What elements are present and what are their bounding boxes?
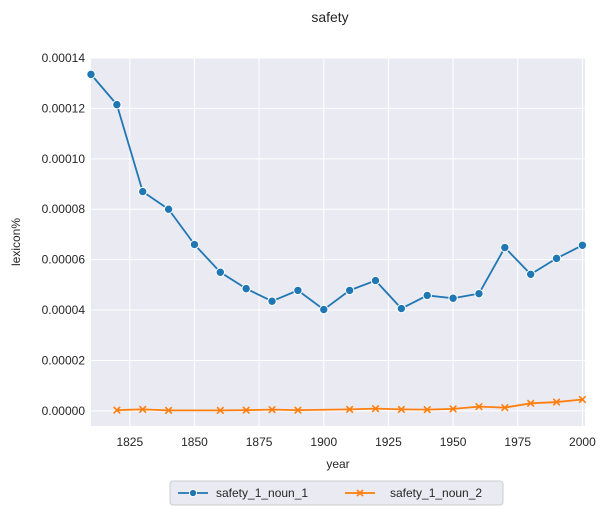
series-1-point bbox=[293, 285, 303, 296]
series-1-point bbox=[189, 239, 200, 250]
y-tick-label: 0.00000 bbox=[42, 404, 86, 418]
y-tick-label: 0.00012 bbox=[42, 101, 86, 115]
y-tick-label: 0.00004 bbox=[42, 303, 86, 317]
legend-marker-series-2 bbox=[356, 489, 364, 497]
y-axis-ticks: 0.00000 0.00002 0.00004 0.00006 0.00008 0.000… bbox=[42, 51, 86, 418]
series-2-point bbox=[578, 395, 587, 404]
series-1-point bbox=[370, 275, 381, 286]
series-2-point bbox=[527, 399, 535, 407]
series-1-point bbox=[241, 283, 251, 294]
y-tick-label: 0.00008 bbox=[42, 202, 86, 216]
legend-box bbox=[169, 480, 504, 506]
series-1-point bbox=[267, 296, 277, 306]
y-tick-label: 0.00002 bbox=[42, 353, 86, 367]
y-tick-label: 0.00006 bbox=[42, 253, 86, 267]
series-2-point bbox=[449, 405, 457, 413]
series-1-point bbox=[448, 293, 458, 303]
series-1-point bbox=[86, 69, 96, 80]
series-1-point bbox=[319, 304, 329, 315]
series-1-point bbox=[112, 99, 122, 110]
x-tick-label: 1875 bbox=[246, 435, 273, 449]
series-2-point bbox=[423, 406, 431, 414]
series-layer bbox=[86, 69, 588, 414]
series-1-line bbox=[90, 73, 584, 311]
series-1-point bbox=[344, 285, 355, 296]
series-2 bbox=[113, 395, 587, 414]
series-1 bbox=[86, 69, 588, 315]
x-tick-label: 1925 bbox=[375, 435, 402, 449]
series-2-point bbox=[475, 402, 483, 411]
series-2-point bbox=[216, 406, 224, 414]
y-tick-label: 0.00010 bbox=[42, 152, 86, 166]
x-axis-label: year bbox=[326, 457, 349, 471]
x-tick-label: 1950 bbox=[440, 435, 467, 449]
x-tick-label: 1900 bbox=[310, 435, 337, 449]
series-2-point bbox=[139, 405, 147, 413]
series-1-point bbox=[163, 204, 174, 214]
series-1-point bbox=[396, 303, 407, 314]
series-2-point bbox=[346, 405, 354, 413]
series-2-point bbox=[242, 406, 250, 414]
series-1-point bbox=[422, 290, 432, 301]
series-2-point bbox=[268, 406, 276, 414]
series-1-point bbox=[215, 267, 226, 277]
series-2-point bbox=[294, 406, 302, 414]
legend-marker-series-1 bbox=[188, 488, 198, 498]
x-tick-label: 2000 bbox=[569, 435, 596, 449]
series-1-point bbox=[577, 240, 588, 250]
series-1-point bbox=[525, 269, 536, 279]
legend-label-series-2: safety_1_noun_2 bbox=[390, 486, 482, 500]
legend-label-series-1: safety_1_noun_1 bbox=[216, 486, 308, 500]
legend: safety_1_noun_1 safety_1_noun_2 bbox=[169, 480, 504, 506]
x-tick-label: 1850 bbox=[181, 435, 208, 449]
y-tick-label: 0.00014 bbox=[42, 51, 86, 65]
grid bbox=[91, 57, 585, 426]
y-axis-label: lexicon% bbox=[9, 218, 23, 266]
series-2-point bbox=[397, 405, 405, 413]
series-2-point bbox=[501, 403, 509, 412]
series-2-point bbox=[552, 398, 561, 406]
chart-title: safety bbox=[311, 9, 348, 25]
series-1-point bbox=[500, 242, 510, 253]
x-tick-label: 1825 bbox=[116, 435, 143, 449]
x-axis-ticks: 1825 1850 1875 1900 1925 1950 1975 2000 bbox=[116, 435, 596, 449]
series-1-point bbox=[474, 288, 484, 299]
series-1-point bbox=[138, 186, 148, 197]
x-tick-label: 1975 bbox=[504, 435, 531, 449]
plot-area bbox=[91, 58, 585, 426]
series-2-point bbox=[371, 405, 380, 413]
series-2-point bbox=[113, 406, 121, 414]
series-2-point bbox=[164, 406, 173, 414]
series-1-point bbox=[551, 253, 562, 264]
